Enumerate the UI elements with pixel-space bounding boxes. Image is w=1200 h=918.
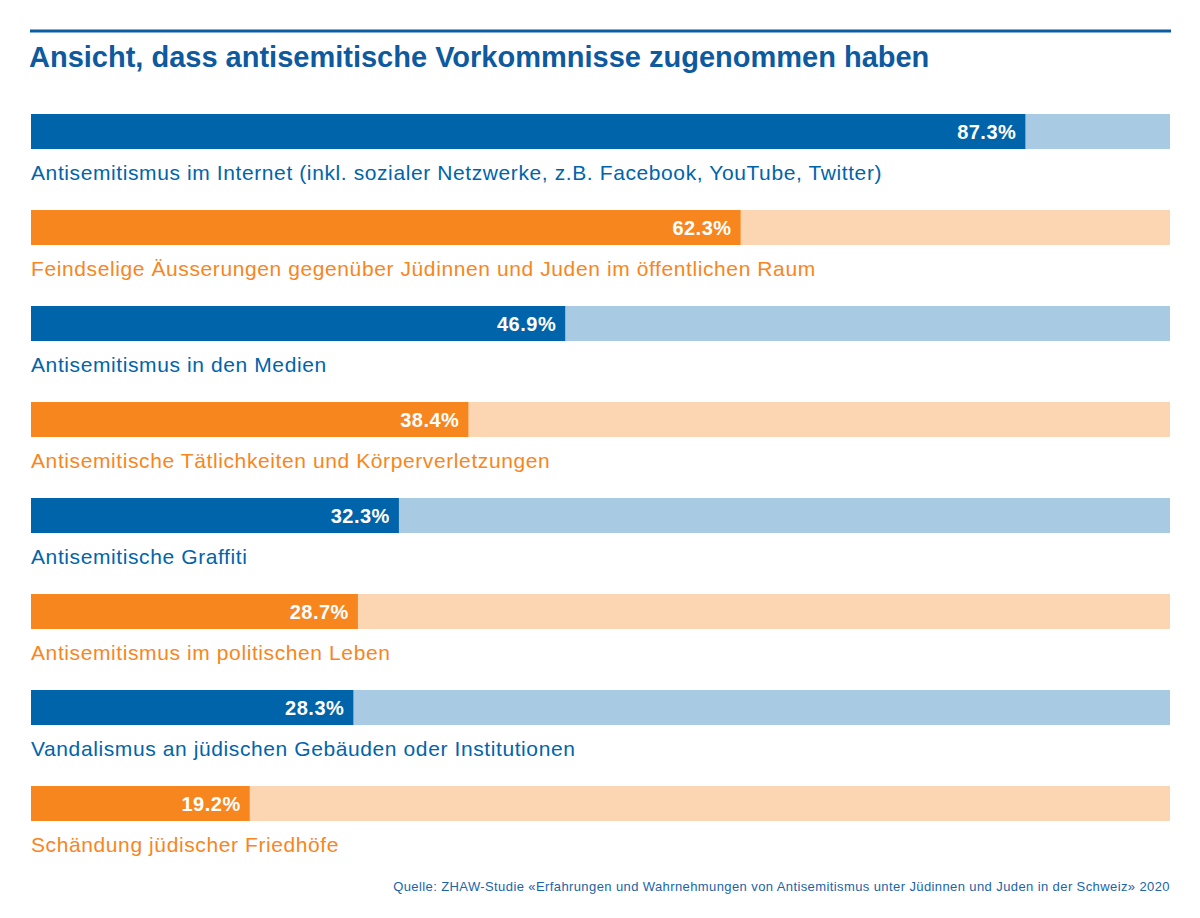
category-label: Antisemitische Graffiti <box>31 545 247 568</box>
bar <box>31 210 741 245</box>
range-track <box>31 786 1170 821</box>
category-label: Vandalismus an jüdischen Gebäuden oder I… <box>31 737 576 760</box>
category-label: Antisemitismus im politischen Leben <box>31 641 390 664</box>
range-track <box>31 690 1170 725</box>
bar <box>31 114 1025 149</box>
category-label: Antisemitismus in den Medien <box>31 353 327 376</box>
bar <box>31 786 250 821</box>
data-label: 38.4% <box>400 409 459 431</box>
title: Ansicht, dass antisemitische Vorkommniss… <box>29 41 929 73</box>
category-labels: Antisemitismus im Internet (inkl. sozial… <box>31 161 882 856</box>
top-rule <box>30 30 1171 33</box>
data-label: 19.2% <box>181 793 240 815</box>
category-label: Feindselige Äusserungen gegenüber Jüdinn… <box>31 257 816 280</box>
range-track <box>31 210 1170 245</box>
category-label: Schändung jüdischer Friedhöfe <box>31 833 339 856</box>
category-label: Antisemitismus im Internet (inkl. sozial… <box>31 161 882 184</box>
data-label: 32.3% <box>331 505 390 527</box>
category-label: Antisemitische Tätlichkeiten und Körperv… <box>31 449 550 472</box>
bar <box>31 402 468 437</box>
bars <box>31 114 1025 821</box>
tracks <box>31 114 1170 821</box>
range-track <box>31 306 1170 341</box>
bar <box>31 306 565 341</box>
data-label: 28.7% <box>290 601 349 623</box>
source: Quelle: ZHAW-Studie «Erfahrungen und Wah… <box>393 879 1170 894</box>
range-track <box>31 114 1170 149</box>
chart: Ansicht, dass antisemitische Vorkommniss… <box>0 0 1200 918</box>
range-track <box>31 402 1170 437</box>
range-track <box>31 594 1170 629</box>
data-label: 46.9% <box>497 313 556 335</box>
data-label: 87.3% <box>957 121 1016 143</box>
bar <box>31 690 353 725</box>
data-label: 62.3% <box>672 217 731 239</box>
data-label: 28.3% <box>285 697 344 719</box>
bar <box>31 594 358 629</box>
bar <box>31 498 399 533</box>
range-track <box>31 498 1170 533</box>
